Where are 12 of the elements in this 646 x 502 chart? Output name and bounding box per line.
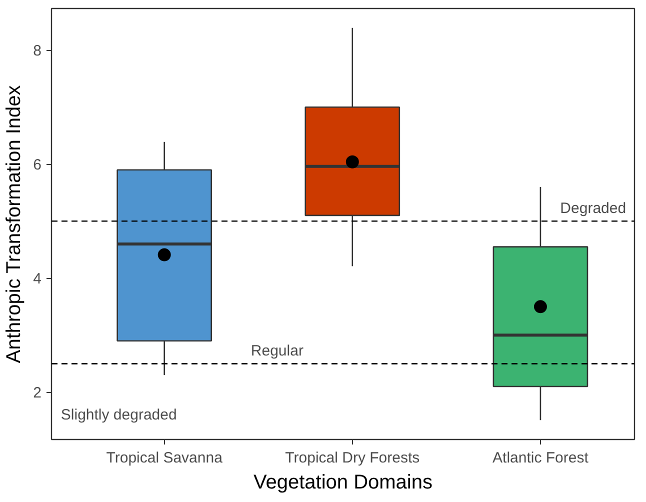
y-tick-label: 8	[33, 42, 42, 60]
ref-line-label: Regular	[250, 342, 304, 360]
x-axis-title: Vegetation Domains	[254, 472, 433, 494]
y-tick-label: 4	[33, 270, 42, 288]
ref-line-label: Degraded	[560, 200, 626, 218]
y-tick-label: 2	[33, 384, 42, 402]
x-tick-label: Tropical Savanna	[106, 450, 224, 466]
y-tick-label: 6	[33, 156, 42, 174]
y-axis-title: Anthropic Transformation Index	[3, 85, 26, 364]
annotation: Slightly degraded	[60, 406, 177, 424]
x-tick-label: Tropical Dry Forests	[285, 450, 420, 466]
x-tick-label: Atlantic Forest	[492, 450, 590, 466]
